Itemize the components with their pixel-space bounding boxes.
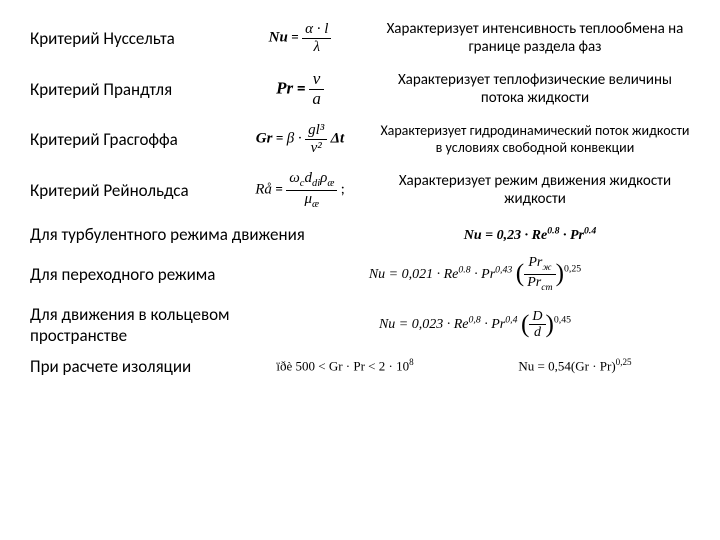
row-nusselt: Критерий Нуссельта Nu = α · lλ Характери…: [30, 20, 690, 56]
criterion-name: Критерий Грасгоффа: [30, 129, 220, 150]
row-insulation: При расчете изоляции ïðè 500 < Gr · Pr <…: [30, 356, 690, 377]
row-prandtl: Критерий Прандтля Pr = νa Характеризует …: [30, 70, 690, 108]
criterion-desc: Характеризует теплофизические величины п…: [380, 71, 690, 107]
regime-cond: ïðè 500 < Gr · Pr < 2 · 108: [230, 357, 460, 374]
re-num: ωcddiρæ: [286, 170, 337, 191]
criterion-desc: Характеризует интенсивность теплообмена …: [380, 20, 690, 56]
criterion-desc: Характеризует гидродинамический поток жи…: [380, 122, 690, 156]
criterion-name: Критерий Рейнольдса: [30, 180, 220, 201]
row-annular: Для движения в кольцевом пространстве Nu…: [30, 304, 690, 346]
row-transition: Для переходного режима Nu = 0,021 · Re0.…: [30, 255, 690, 293]
criterion-name: Критерий Прандтля: [30, 79, 220, 100]
regime-label: Для переходного режима: [30, 264, 260, 285]
regime-label: При расчете изоляции: [30, 356, 230, 377]
row-grashof: Критерий Грасгоффа Gr = β · gl³v² Δt Хар…: [30, 122, 690, 156]
regime-label: Для движения в кольцевом пространстве: [30, 304, 260, 346]
criterion-formula: Gr = β · gl³v² Δt: [220, 122, 380, 156]
criterion-formula: Pr = νa: [220, 70, 380, 108]
row-turbulent: Для турбулентного режима движения Nu = 0…: [30, 224, 690, 245]
criterion-formula: Rå = ωcddiρæμæ ;: [220, 170, 380, 210]
criterion-desc: Характеризует режим движения жидкости жи…: [380, 172, 690, 208]
row-reynolds: Критерий Рейнольдса Rå = ωcddiρæμæ ; Хар…: [30, 170, 690, 210]
criterion-name: Критерий Нуссельта: [30, 28, 220, 49]
regime-eqn: Nu = 0,023 · Re0,8 · Pr0,4 (Dd)0,45: [260, 309, 690, 341]
regime-label: Для турбулентного режима движения: [30, 224, 370, 245]
regime-eqn: Nu = 0,021 · Re0.8 · Pr0,43 (PrжPrст)0,2…: [260, 255, 690, 293]
regime-eqn: Nu = 0,23 · Re0.8 · Pr0.4: [370, 226, 690, 245]
regime-eqn: Nu = 0,54(Gr · Pr)0,25: [460, 357, 690, 374]
criterion-formula: Nu = α · lλ: [220, 21, 380, 55]
